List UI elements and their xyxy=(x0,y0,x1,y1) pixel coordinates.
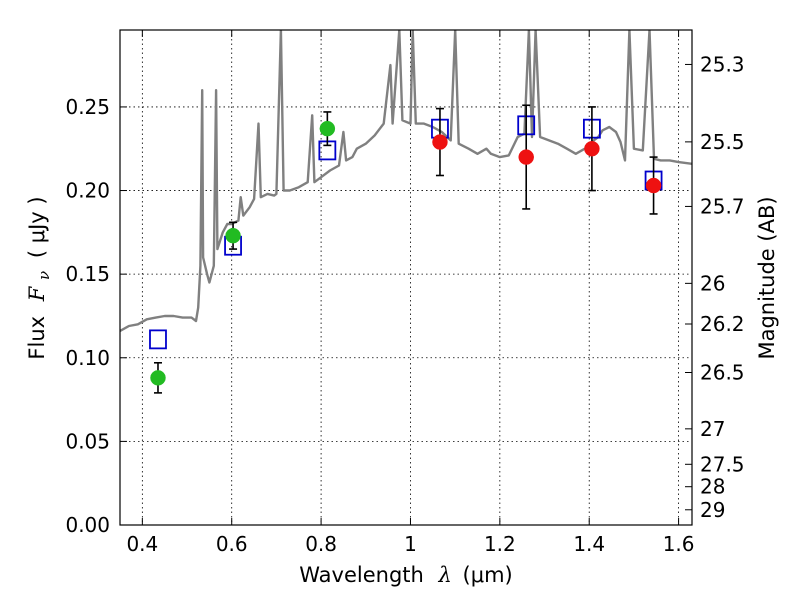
mag-tick-label: 25.5 xyxy=(700,130,745,154)
observed-nir-point xyxy=(584,140,600,157)
y-tick-label: 0.10 xyxy=(65,346,110,370)
mag-tick-label: 27 xyxy=(700,417,725,441)
x-tick-label: 1 xyxy=(404,532,417,556)
plot-frame xyxy=(119,29,693,526)
mag-tick-label: 26 xyxy=(700,271,725,295)
marker-layer xyxy=(149,104,663,394)
x-tick-label: 0.8 xyxy=(305,532,337,556)
y-tick-label: 0.05 xyxy=(65,429,110,453)
axis-ticks: 0.4 0.6 0.8 1 1.2 1.4 1.6 0.00 0.05 0.10 0.15 0.20 0… xyxy=(65,30,745,556)
x-tick-label: 0.6 xyxy=(216,532,248,556)
mag-tick-label: 29 xyxy=(700,498,725,522)
mag-tick-label: 27.5 xyxy=(700,452,745,476)
x-tick-label: 1.4 xyxy=(573,532,605,556)
observed-nir-point xyxy=(518,149,534,165)
y-axis-title: Flux F ν ( μJy ) xyxy=(25,196,54,359)
mag-tick-label: 28 xyxy=(700,475,725,499)
y-tick-label: 0.00 xyxy=(65,513,110,537)
mag-tick-label: 26.2 xyxy=(700,312,745,336)
x-tick-label: 0.4 xyxy=(126,532,158,556)
y2-axis-title: Magnitude (AB) xyxy=(755,196,779,359)
mag-tick-label: 25.3 xyxy=(700,52,745,76)
observed-optical-point xyxy=(319,120,336,137)
mag-tick-label: 26.5 xyxy=(700,360,745,384)
y-tick-label: 0.25 xyxy=(65,95,110,119)
mag-tick-label: 25.7 xyxy=(700,194,745,218)
observed-optical-point xyxy=(225,227,241,244)
x-tick-label: 1.6 xyxy=(663,532,695,556)
plot-background xyxy=(120,30,692,525)
observed-nir-point xyxy=(645,177,662,194)
x-tick-label: 1.2 xyxy=(484,532,516,556)
y-tick-label: 0.15 xyxy=(65,262,110,286)
observed-optical-point xyxy=(150,370,166,386)
model-photometry-marker xyxy=(149,329,167,350)
x-axis-title: Wavelength λ (μm) xyxy=(299,563,512,587)
y-tick-label: 0.20 xyxy=(65,179,110,203)
observed-nir-point xyxy=(432,134,448,150)
